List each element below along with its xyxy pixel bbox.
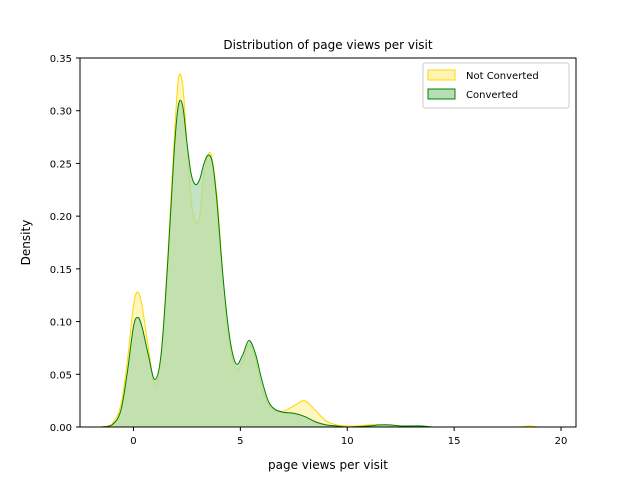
- legend-label: Not Converted: [466, 71, 539, 82]
- plot-area: [101, 73, 553, 427]
- legend-label: Converted: [466, 90, 518, 101]
- legend-swatch: [427, 88, 456, 100]
- legend-box: [422, 62, 570, 109]
- y-tick-label: 0.25: [50, 159, 72, 170]
- series-line-converted: [101, 99, 553, 427]
- x-tick-label: 20: [555, 436, 568, 447]
- y-axis: 0.00 0.05 0.10 0.15 0.20 0.25 0.30 0.35: [50, 54, 80, 434]
- chart-title: Distribution of page views per visit: [223, 38, 432, 52]
- y-tick-label: 0.10: [50, 318, 72, 329]
- legend: Not Converted Converted: [422, 62, 570, 109]
- y-tick-label: 0.20: [50, 212, 72, 223]
- x-tick-label: 5: [237, 436, 243, 447]
- plot-frame: [79, 57, 577, 428]
- x-axis: 0 5 10 15 20: [130, 427, 567, 447]
- series-area-converted: [101, 100, 553, 427]
- x-axis-label: page views per visit: [268, 458, 388, 472]
- x-tick-label: 0: [130, 436, 136, 447]
- x-tick-label: 15: [448, 436, 461, 447]
- legend-swatch: [427, 69, 456, 81]
- x-tick-label: 10: [341, 436, 354, 447]
- y-axis-label: Density: [19, 220, 33, 266]
- y-tick-label: 0.35: [50, 54, 72, 65]
- y-tick-label: 0.30: [50, 107, 72, 118]
- y-tick-label: 0.15: [50, 265, 72, 276]
- y-tick-label: 0.05: [50, 370, 72, 381]
- y-tick-label: 0.00: [50, 423, 72, 434]
- series-layer: [101, 73, 553, 427]
